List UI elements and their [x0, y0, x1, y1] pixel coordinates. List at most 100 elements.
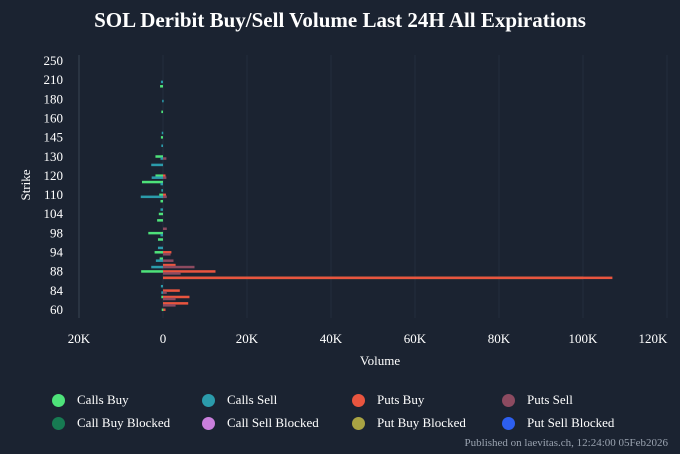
bar-puts-sell: [163, 297, 176, 301]
legend-label: Put Buy Blocked: [377, 415, 466, 430]
bar-calls-buy: [161, 308, 164, 311]
bar-calls-sell: [140, 195, 163, 199]
bar-calls-sell: [151, 163, 163, 167]
bar-calls-sell: [160, 233, 163, 237]
bar-calls-sell: [155, 259, 163, 262]
legend-label: Puts Buy: [377, 392, 425, 407]
y-tick-label: 160: [44, 110, 64, 125]
bar-calls-sell: [161, 189, 163, 192]
y-tick-label: 84: [50, 283, 64, 298]
legend-item[interactable]: Put Sell Blocked: [502, 415, 652, 431]
legend-label: Puts Sell: [527, 392, 573, 407]
bar-calls-buy: [160, 85, 163, 88]
y-tick-label: 130: [44, 149, 64, 164]
legend-item[interactable]: Puts Buy: [352, 392, 502, 408]
bar-calls-sell: [157, 246, 163, 250]
legend-label: Call Sell Blocked: [227, 415, 319, 430]
legend-marker-icon: [502, 416, 515, 430]
bar-puts-buy: [163, 193, 166, 197]
bar-puts-sell: [163, 195, 167, 199]
bar-calls-buy: [159, 193, 163, 197]
x-tick-label: 0: [160, 331, 167, 346]
x-tick-label: 120K: [639, 331, 669, 346]
bar-calls-sell: [161, 144, 163, 147]
legend-marker-icon: [352, 393, 365, 407]
y-tick-label: 98: [50, 225, 63, 240]
bar-calls-sell: [151, 265, 163, 269]
x-tick-label: 100K: [569, 331, 599, 346]
y-tick-label: 104: [44, 206, 64, 221]
x-axis-label: Volume: [360, 353, 400, 368]
bar-puts-sell: [163, 176, 167, 179]
bar-calls-buy: [160, 199, 163, 203]
y-tick-label: 250: [44, 53, 64, 68]
bar-puts-buy: [163, 251, 172, 254]
bar-puts-sell: [163, 157, 167, 160]
bar-calls-sell: [161, 131, 164, 135]
chart-title: SOL Deribit Buy/Sell Volume Last 24H All…: [94, 8, 586, 32]
legend-marker-icon: [202, 393, 215, 407]
legend-item[interactable]: Call Buy Blocked: [52, 415, 202, 431]
bar-puts-sell: [163, 265, 195, 269]
legend-item[interactable]: Calls Buy: [52, 392, 202, 408]
bar-calls-buy: [155, 155, 163, 158]
x-tick-label: 20K: [236, 331, 259, 346]
legend-label: Calls Buy: [77, 392, 129, 407]
y-tick-label: 180: [44, 91, 64, 106]
legend-marker-icon: [52, 416, 65, 430]
bar-calls-sell: [160, 80, 163, 84]
bar-puts-buy: [163, 263, 176, 267]
bar-calls-buy: [158, 212, 163, 216]
bar-calls-buy: [141, 270, 163, 273]
x-tick-label: 80K: [488, 331, 511, 346]
bar-calls-buy: [154, 251, 163, 254]
bar-calls-buy: [157, 238, 163, 241]
legend-item[interactable]: Put Buy Blocked: [352, 415, 502, 431]
bar-puts-buy: [163, 270, 216, 273]
legend: Calls Buy Calls Sell Puts Buy Puts Sell Call…: [52, 392, 652, 431]
bar-calls-sell: [160, 157, 163, 160]
bar-calls-buy: [160, 136, 163, 139]
y-tick-label: 145: [44, 130, 64, 145]
bar-calls-buy: [161, 295, 163, 299]
legend-item[interactable]: Calls Sell: [202, 392, 352, 408]
footer-text: Published on laevitas.ch, 12:24:00 05Feb…: [464, 437, 668, 449]
x-tick-label: 40K: [320, 331, 343, 346]
legend-marker-icon: [52, 393, 65, 407]
bar-puts-sell: [163, 291, 167, 294]
bar-calls-buy: [157, 219, 163, 222]
y-axis-label: Strike: [18, 169, 33, 200]
bar-puts-sell: [163, 304, 176, 307]
bar-puts-sell: [163, 259, 174, 262]
bar-calls-buy: [142, 180, 163, 184]
legend-label: Call Buy Blocked: [77, 415, 171, 430]
legend-marker-icon: [352, 416, 365, 430]
y-tick-label: 94: [50, 245, 64, 260]
bar-calls-sell: [160, 182, 163, 186]
bar-calls-buy: [161, 110, 163, 114]
bar-calls-sell: [162, 99, 164, 103]
bar-calls-sell: [161, 291, 163, 294]
legend-label: Put Sell Blocked: [527, 415, 615, 430]
bar-calls-buy: [148, 231, 163, 235]
y-tick-label: 110: [44, 187, 63, 202]
bar-puts-sell: [163, 227, 167, 230]
y-tick-label: 88: [50, 264, 63, 279]
bar-calls-sell: [160, 284, 163, 288]
y-tick-label: 120: [44, 168, 64, 183]
bar-calls-buy: [155, 174, 163, 177]
bar-calls-sell: [160, 208, 163, 211]
bar-puts-buy: [163, 174, 166, 177]
bar-puts-buy: [163, 308, 166, 311]
legend-label: Calls Sell: [227, 392, 278, 407]
bar-puts-sell: [163, 253, 171, 256]
bar-calls-sell: [151, 176, 163, 179]
bar-puts-buy: [163, 302, 189, 305]
legend-item[interactable]: Puts Sell: [502, 392, 652, 408]
bar-puts-buy: [163, 289, 180, 292]
legend-item[interactable]: Call Sell Blocked: [202, 415, 352, 431]
bar-calls-buy: [159, 257, 163, 260]
legend-marker-icon: [202, 416, 215, 430]
